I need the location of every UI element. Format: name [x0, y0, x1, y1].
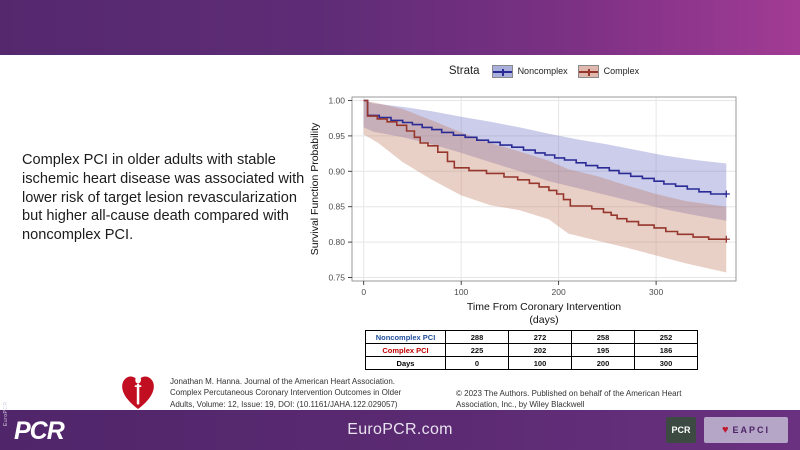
- y-tick-label: 0.85: [328, 202, 345, 212]
- risk-table-value: 258: [571, 330, 635, 344]
- citation-text: Jonathan M. Hanna. Journal of the Americ…: [170, 377, 402, 409]
- risk-table-row: Noncomplex PCI 288 272 258 252: [365, 330, 698, 344]
- y-axis-title: Survival Function Probability: [309, 122, 321, 255]
- chart-legend: Strata Noncomplex Complex: [352, 61, 736, 81]
- risk-table-value: 300: [634, 356, 698, 370]
- legend-title: Strata: [448, 65, 480, 77]
- legend-key-censor-tick: [502, 68, 505, 76]
- survival-curve-noncomplex: [363, 99, 727, 195]
- pcr-badge-icon: PCR: [666, 417, 696, 443]
- x-tick-label: 0: [361, 287, 366, 297]
- legend-item-noncomplex: Noncomplex: [491, 64, 568, 78]
- confidence-band-noncomplex: [363, 100, 727, 221]
- km-survival-chart: 0.75 0.80 0.85 0.90 0.95 1.00 0 100 200 300 Time F…: [309, 96, 737, 326]
- pcr-logo-text: PCR: [14, 417, 65, 445]
- footer-bar: EuroPCR.com EuroPCR PCR PCR ♥ EAPCI: [0, 401, 800, 450]
- top-banner: [0, 0, 800, 55]
- chart-panel-border: [351, 96, 737, 282]
- risk-table: Noncomplex PCI 288 272 258 252 Complex PCI 225…: [365, 330, 698, 370]
- y-tick-label: 0.95: [328, 131, 345, 141]
- x-tick-label: 200: [552, 287, 566, 297]
- x-tick-label: 100: [454, 287, 468, 297]
- chart-panel: [352, 97, 736, 281]
- legend-label: Noncomplex: [517, 66, 568, 76]
- survival-curve-complex: [363, 99, 727, 240]
- eapci-badge: ♥ EAPCI: [704, 417, 788, 443]
- y-tick-label: 0.75: [328, 273, 345, 283]
- risk-table-label: Complex PCI: [365, 343, 446, 357]
- pcr-logo-vertical-text: EuroPCR: [3, 401, 9, 426]
- x-axis-title-units: (days): [529, 314, 558, 326]
- y-tick-label: 0.90: [328, 166, 345, 176]
- risk-table-value: 200: [571, 356, 635, 370]
- eapci-heart-icon: ♥: [721, 423, 729, 436]
- eapci-badge-text: EAPCI: [732, 425, 771, 435]
- aha-heart-torch-icon: [122, 373, 154, 409]
- risk-table-value: 186: [634, 343, 698, 357]
- risk-table-label: Noncomplex PCI: [365, 330, 446, 344]
- copyright-text: © 2023 The Authors. Published on behalf …: [456, 389, 682, 409]
- risk-table-value: 0: [445, 356, 509, 370]
- risk-table-row: Complex PCI 225 202 195 186: [365, 343, 698, 357]
- footer-website: EuroPCR.com: [347, 421, 453, 438]
- y-tick-label: 1.00: [328, 96, 345, 106]
- legend-item-complex: Complex: [577, 64, 640, 78]
- risk-table-value: 100: [508, 356, 572, 370]
- legend-key-icon: [577, 64, 599, 78]
- risk-table-row: Days 0 100 200 300: [365, 356, 698, 370]
- risk-table-value: 202: [508, 343, 572, 357]
- x-axis-title: Time From Coronary Intervention: [467, 301, 621, 313]
- footer-partner-logos: PCR ♥ EAPCI: [666, 417, 788, 443]
- risk-table-value: 272: [508, 330, 572, 344]
- x-tick-label: 300: [649, 287, 663, 297]
- y-tick-label: 0.80: [328, 237, 345, 247]
- summary-text: Complex PCI in older adults with stable …: [22, 152, 305, 244]
- legend-key-censor-tick: [588, 68, 591, 76]
- risk-table-value: 195: [571, 343, 635, 357]
- pcr-logo: EuroPCR PCR: [3, 401, 65, 445]
- legend-key-icon: [491, 64, 513, 78]
- legend-label: Complex: [603, 66, 640, 76]
- risk-table-label: Days: [365, 356, 446, 370]
- risk-table-value: 225: [445, 343, 509, 357]
- risk-table-value: 288: [445, 330, 509, 344]
- risk-table-value: 252: [634, 330, 698, 344]
